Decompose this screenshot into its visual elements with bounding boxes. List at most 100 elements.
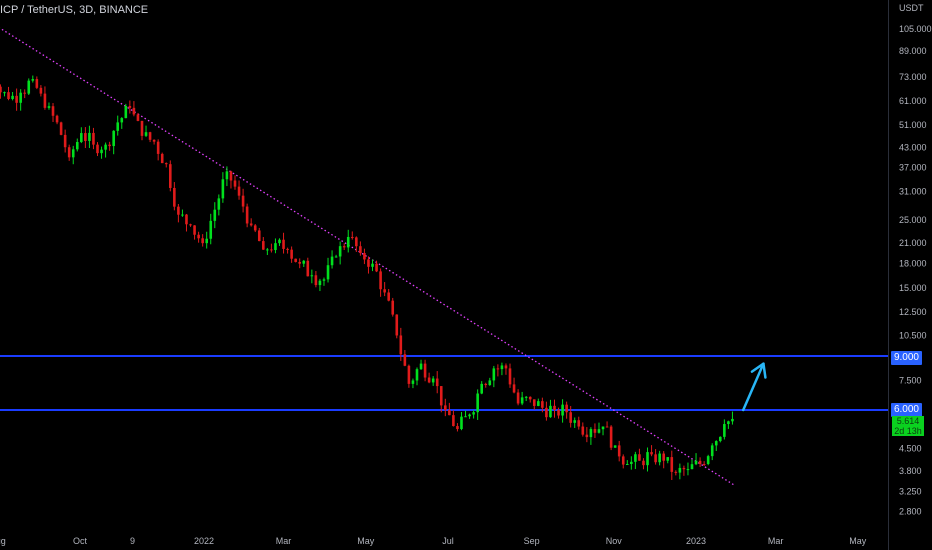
- candle-body: [613, 445, 617, 448]
- x-tick-label: Aug: [0, 536, 6, 546]
- candle-body: [650, 452, 653, 455]
- x-tick-label: Mar: [768, 536, 784, 546]
- candle-body: [278, 239, 281, 244]
- candle-body: [189, 224, 192, 226]
- candle-body: [541, 401, 544, 408]
- candle-body: [197, 234, 200, 239]
- candle-body: [221, 179, 225, 199]
- candle-body: [19, 92, 22, 103]
- candle-body: [431, 378, 435, 383]
- level-6-badge: 6.000: [890, 403, 922, 417]
- candle-body: [237, 186, 241, 196]
- candle-body: [249, 223, 253, 226]
- candle-body: [448, 410, 451, 416]
- candle-body: [573, 420, 577, 423]
- candle-body: [727, 421, 730, 425]
- candle-body: [27, 80, 31, 94]
- x-tick-label: Jul: [442, 536, 454, 546]
- candle-body: [63, 134, 67, 148]
- x-tick-label: Mar: [276, 536, 292, 546]
- candle-body: [666, 457, 670, 461]
- candle-body: [233, 180, 237, 187]
- y-tick-label: 37.000: [899, 163, 927, 173]
- candle-body: [0, 86, 2, 93]
- candle-body: [549, 405, 552, 418]
- candle-body: [581, 426, 585, 435]
- candle-body: [39, 87, 43, 94]
- candle-body: [120, 118, 124, 123]
- candle-body: [80, 133, 83, 143]
- candle-body: [217, 198, 221, 210]
- candle-body: [435, 378, 439, 387]
- y-tick-label: 51.000: [899, 120, 927, 130]
- candle-body: [270, 249, 273, 251]
- candle-body: [31, 79, 35, 81]
- candle-body: [476, 393, 479, 413]
- y-tick-label: 21.000: [899, 238, 927, 248]
- candle-body: [253, 225, 257, 231]
- candle-body: [23, 92, 27, 94]
- arrow-head: [750, 362, 767, 379]
- candle-body: [132, 107, 136, 115]
- candle-body: [185, 214, 188, 225]
- candle-body: [415, 369, 419, 381]
- candle-body: [92, 132, 95, 145]
- candle-body: [710, 445, 714, 457]
- candle-body: [201, 238, 204, 244]
- candle-body: [257, 230, 261, 242]
- candle-body: [302, 260, 306, 264]
- arrow-shaft: [741, 362, 765, 412]
- candle-body: [181, 214, 184, 216]
- candle-body: [47, 106, 51, 108]
- candle-body: [241, 195, 245, 207]
- candle-body: [456, 426, 459, 430]
- candle-body: [589, 429, 593, 438]
- candle-body: [524, 396, 528, 398]
- candle-body: [399, 335, 403, 355]
- y-tick-label: 61.000: [899, 96, 927, 106]
- y-tick-label: 73.000: [899, 72, 927, 82]
- candle-body: [516, 392, 520, 404]
- candle-body: [35, 79, 39, 88]
- current-price-badge: 5.614 2d 13h: [892, 416, 924, 436]
- candle-body: [496, 368, 500, 370]
- y-tick-label: 3.250: [899, 487, 922, 497]
- candle-body: [553, 405, 556, 410]
- candle-body: [674, 471, 678, 473]
- candle-body: [706, 456, 710, 465]
- candle-body: [411, 380, 415, 384]
- candle-body: [229, 171, 233, 181]
- y-tick-label: 43.000: [899, 143, 927, 153]
- candle-body: [634, 454, 637, 462]
- candle-body: [213, 209, 217, 221]
- x-tick-label: Oct: [73, 536, 88, 546]
- y-tick-label: 10.500: [899, 330, 927, 340]
- candle-body: [452, 415, 455, 427]
- y-tick-label: 7.500: [899, 375, 922, 385]
- candle-body: [245, 206, 249, 224]
- candle-body: [694, 460, 698, 465]
- x-tick-label: 2023: [686, 536, 706, 546]
- candle-body: [15, 95, 18, 103]
- candle-body: [427, 377, 431, 383]
- candle-body: [601, 426, 605, 430]
- candle-body: [537, 401, 540, 406]
- candle-body: [670, 457, 674, 472]
- candle-body: [266, 249, 269, 251]
- candle-body: [355, 237, 358, 247]
- candle-body: [128, 106, 132, 108]
- candle-body: [7, 92, 10, 99]
- candle-body: [108, 144, 111, 147]
- candle-body: [177, 206, 180, 215]
- candle-body: [577, 420, 581, 427]
- x-tick-label: Sep: [524, 536, 540, 546]
- candle-body: [140, 120, 144, 136]
- candle-body: [638, 454, 641, 461]
- candle-body: [156, 141, 160, 154]
- x-tick-label: Nov: [606, 536, 623, 546]
- candle-body: [209, 220, 213, 239]
- candle-body: [609, 426, 613, 448]
- current-price-value: 5.614: [896, 416, 920, 426]
- candle-body: [193, 225, 196, 235]
